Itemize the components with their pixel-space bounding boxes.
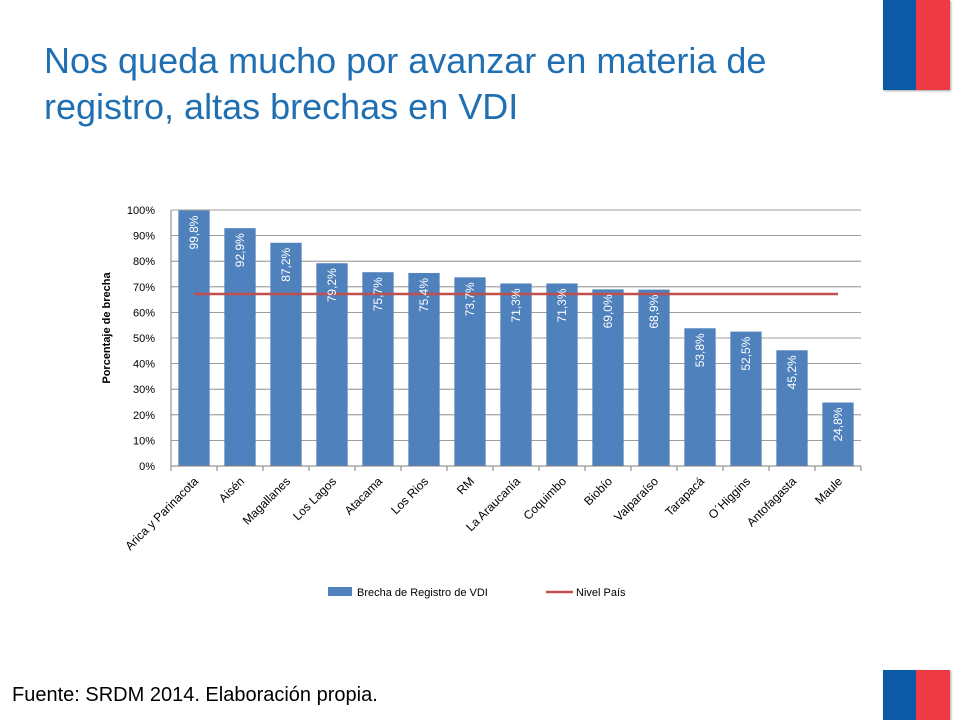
bar-value-label: 52,5% (739, 336, 753, 370)
y-tick-label: 40% (133, 359, 155, 371)
x-tick-label: Los Rios (388, 474, 431, 517)
bar (730, 331, 762, 466)
axes (170, 210, 862, 471)
bar-value-label: 69,0% (601, 294, 615, 328)
x-tick-label: Aisén (216, 474, 247, 505)
y-axis-label: Porcentaje de brecha (101, 271, 113, 383)
bar (178, 210, 210, 466)
x-tick-label: Antofagasta (744, 474, 799, 529)
y-tick-label: 70% (133, 282, 155, 294)
x-tick-label: Biobío (581, 474, 615, 508)
bar (454, 277, 486, 466)
bar-value-label: 68,9% (647, 294, 661, 328)
x-tick-label: Tarapacá (662, 474, 707, 519)
bar-value-label: 87,2% (279, 247, 293, 281)
y-tick-label: 100% (127, 205, 155, 217)
x-tick-label: Los Lagos (290, 474, 339, 523)
chile-flag-bottom (883, 670, 950, 720)
x-tick-label: Atacama (342, 474, 386, 518)
bar-value-label: 73,7% (463, 282, 477, 316)
x-tick-label: RM (454, 474, 477, 497)
flag-blue-stripe (883, 0, 916, 90)
bar-value-label: 99,8% (187, 215, 201, 249)
bar (592, 289, 624, 466)
bar-value-label: 53,8% (693, 333, 707, 367)
legend-label-bar: Brecha de Registro de VDI (357, 587, 488, 599)
x-tick-label: Maule (812, 474, 845, 507)
bar-value-label: 75,4% (417, 278, 431, 312)
y-tick-label: 10% (133, 435, 155, 447)
flag-blue-stripe (883, 670, 916, 720)
bar (362, 272, 394, 466)
bar-chart: 99,8% 92,9% 87,2% 79,2% 75,7% 75,4% 73,7% 71,3%… (96, 190, 876, 610)
x-tick-label: Coquimbo (521, 474, 570, 523)
data-labels: 99,8% 92,9% 87,2% 79,2% 75,7% 75,4% 73,7% 71,3%… (187, 215, 845, 441)
bar (224, 228, 256, 466)
bar-value-label: 45,2% (785, 355, 799, 389)
y-tick-label: 30% (133, 384, 155, 396)
chart-svg: 99,8% 92,9% 87,2% 79,2% 75,7% 75,4% 73,7% 71,3%… (101, 205, 862, 599)
slide-title: Nos queda mucho por avanzar en materia d… (44, 40, 767, 127)
legend: Brecha de Registro de VDI Nivel País (328, 587, 626, 599)
bar (500, 283, 532, 466)
bar-value-label: 71,3% (555, 288, 569, 322)
chile-flag-top (883, 0, 950, 90)
y-tick-label: 20% (133, 410, 155, 422)
y-tick-label: 0% (139, 461, 155, 473)
bar-value-label: 92,9% (233, 233, 247, 267)
bar (684, 328, 716, 466)
flag-red-stripe (916, 670, 950, 720)
bar (316, 263, 348, 466)
y-tick-label: 90% (133, 231, 155, 243)
x-tick-label: Valparaíso (611, 474, 661, 524)
bar (546, 283, 578, 466)
legend-swatch-bar (328, 587, 352, 596)
flag-red-stripe (916, 0, 950, 90)
bar-value-label: 71,3% (509, 288, 523, 322)
bar (638, 289, 670, 466)
bar-value-label: 75,7% (371, 277, 385, 311)
bar (776, 350, 808, 466)
bar-value-label: 24,8% (831, 407, 845, 441)
bar (822, 402, 854, 466)
y-tick-label: 50% (133, 333, 155, 345)
source-note: Fuente: SRDM 2014. Elaboración propia. (12, 684, 378, 706)
y-tick-label: 60% (133, 307, 155, 319)
bar (270, 242, 302, 466)
y-tick-label: 80% (133, 256, 155, 268)
bar-value-label: 79,2% (325, 268, 339, 302)
x-tick-label: Magallanes (240, 474, 293, 527)
x-tick-label: Arica y Parinacota (122, 474, 201, 553)
bar (408, 272, 440, 466)
legend-label-line: Nivel País (576, 587, 626, 599)
x-tick-label: O´Higgins (705, 474, 753, 522)
bars (178, 210, 854, 466)
